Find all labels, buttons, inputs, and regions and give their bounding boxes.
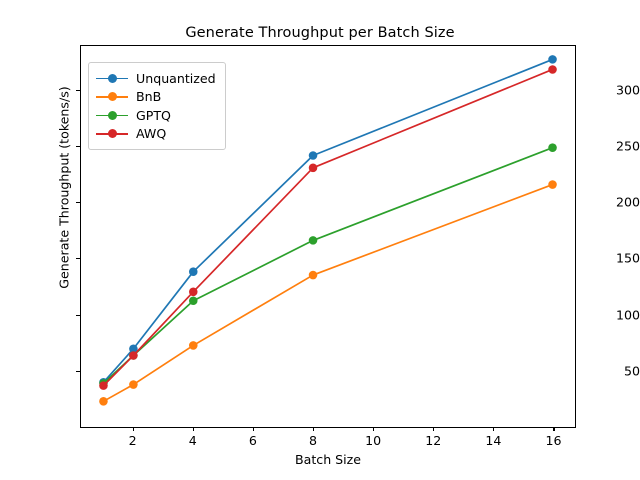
data-point-marker bbox=[188, 267, 198, 276]
legend-item-gptq[interactable]: GPTQ bbox=[96, 106, 216, 125]
x-tick-mark bbox=[493, 427, 495, 431]
data-point-marker bbox=[308, 236, 318, 245]
data-point-marker bbox=[308, 270, 318, 280]
x-tick-label: 16 bbox=[545, 433, 562, 448]
x-tick-label: 4 bbox=[188, 433, 197, 448]
y-tick-label: 150 bbox=[615, 250, 640, 266]
y-tick-mark bbox=[76, 314, 80, 316]
x-tick-label: 2 bbox=[128, 433, 137, 448]
x-axis-label: Batch Size bbox=[294, 452, 362, 467]
data-point-marker bbox=[188, 341, 198, 350]
legend-item-awq[interactable]: AWQ bbox=[96, 125, 216, 144]
y-tick-mark bbox=[76, 89, 80, 92]
x-tick-label: 6 bbox=[248, 433, 257, 448]
x-tick-label: 8 bbox=[308, 433, 317, 448]
y-tick-mark bbox=[76, 370, 80, 372]
chart-legend: Unquantized BnB GPTQ AWQ bbox=[88, 62, 226, 150]
series-canvas bbox=[99, 55, 557, 406]
y-tick-label: 50 bbox=[623, 363, 640, 379]
y-tick-label: 200 bbox=[615, 194, 640, 210]
y-axis-label: Generate Throughput (tokens/s) bbox=[56, 86, 72, 289]
legend-label: BnB bbox=[136, 89, 162, 105]
legend-item-bnb[interactable]: BnB bbox=[96, 88, 216, 107]
series-line bbox=[102, 183, 554, 403]
data-point-marker bbox=[129, 344, 138, 354]
series-awq bbox=[99, 65, 557, 390]
y-tick-label: 100 bbox=[615, 307, 640, 323]
series-bnb bbox=[99, 180, 557, 406]
data-point-marker bbox=[308, 151, 318, 160]
legend-marker-icon bbox=[96, 107, 128, 123]
x-tick-mark bbox=[373, 427, 375, 431]
data-point-marker bbox=[188, 296, 198, 306]
data-point-marker bbox=[308, 163, 318, 173]
y-tick-label: 250 bbox=[615, 138, 640, 154]
legend-marker-icon bbox=[96, 126, 128, 142]
y-tick-mark bbox=[76, 146, 80, 148]
series-line bbox=[102, 146, 554, 385]
y-tick-mark bbox=[76, 258, 80, 260]
data-point-marker bbox=[548, 180, 557, 189]
legend-label: Unquantized bbox=[136, 70, 216, 86]
legend-marker-icon bbox=[96, 70, 128, 86]
data-point-marker bbox=[99, 381, 108, 390]
data-point-marker bbox=[129, 380, 138, 389]
x-tick-label: 12 bbox=[425, 433, 442, 448]
data-point-marker bbox=[99, 397, 108, 406]
legend-item-unquantized[interactable]: Unquantized bbox=[96, 69, 216, 88]
x-tick-mark bbox=[433, 427, 435, 431]
x-tick-mark bbox=[192, 427, 194, 431]
legend-label: AWQ bbox=[136, 126, 167, 142]
legend-marker-icon bbox=[96, 89, 128, 105]
data-point-marker bbox=[188, 287, 198, 297]
x-tick-mark bbox=[132, 427, 134, 431]
x-tick-mark bbox=[252, 427, 254, 431]
x-tick-label: 10 bbox=[365, 433, 382, 448]
data-point-marker bbox=[548, 143, 557, 152]
x-tick-mark bbox=[312, 427, 315, 431]
x-tick-mark bbox=[553, 427, 555, 431]
x-tick-label: 14 bbox=[485, 433, 502, 448]
data-point-marker bbox=[548, 55, 557, 64]
y-tick-mark bbox=[76, 202, 80, 204]
series-gptq bbox=[99, 143, 557, 388]
data-point-marker bbox=[548, 65, 557, 74]
data-point-marker bbox=[129, 351, 138, 360]
legend-label: GPTQ bbox=[136, 107, 171, 123]
y-tick-label: 300 bbox=[615, 82, 640, 98]
chart-title: Generate Throughput per Batch Size bbox=[185, 25, 455, 41]
